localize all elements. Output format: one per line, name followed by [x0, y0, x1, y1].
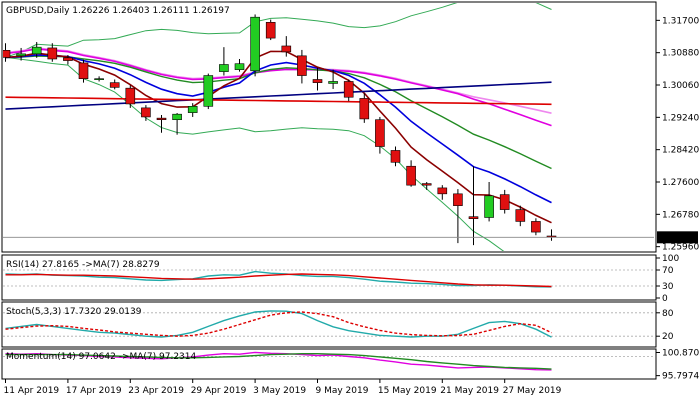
series-line: [5, 311, 552, 337]
candle-body: [359, 98, 370, 120]
candle-body: [437, 187, 448, 195]
candle-body: [515, 209, 526, 222]
candle-body: [3, 50, 11, 58]
current-price-badge: [657, 231, 698, 244]
stochastic-axis: 80 20: [656, 309, 674, 342]
candle-body: [156, 117, 167, 121]
axis-tick-label: 20: [662, 332, 674, 342]
axis-tick-label: 0: [662, 294, 668, 304]
time-tick-label: 27 May 2019: [503, 386, 562, 396]
series-line: [5, 310, 552, 338]
momentum-lines: [3, 351, 654, 371]
candle-body: [187, 106, 198, 113]
momentum-pane-frame: [1, 348, 657, 380]
axis-tick-label: 100: [662, 254, 679, 264]
series-line: [5, 351, 552, 371]
series-line: [5, 273, 552, 288]
time-tick-label: 11 Apr 2019: [4, 386, 60, 396]
momentum-pane-title: Momentum(14) 97.0642 ->MA(7) 97.2314: [6, 352, 197, 362]
stochastic-lines: [3, 310, 654, 338]
candle-body: [234, 63, 245, 70]
price-tick-label: 1.29240: [662, 113, 699, 123]
time-tick-label: 23 Apr 2019: [128, 386, 184, 396]
candle-body: [297, 55, 307, 76]
time-tick-label: 21 May 2019: [440, 386, 499, 396]
candle-body: [219, 64, 229, 72]
candle-body: [406, 165, 416, 186]
rsi-lines: [3, 269, 654, 288]
candle-body: [531, 221, 541, 233]
axis-tick-label: 100.8705: [662, 349, 700, 359]
candle-body: [141, 107, 151, 118]
rsi-pane-frame: [1, 254, 657, 301]
ma-dark-red-line: [5, 50, 552, 224]
price-tick-label: 1.27600: [662, 178, 699, 188]
main-pane-frame: [1, 1, 657, 253]
price-tick-label: 1.26780: [662, 210, 699, 220]
time-tick-label: 15 May 2019: [378, 386, 437, 396]
price-tick-label: 1.30060: [662, 81, 699, 91]
price-tick-label: 1.30880: [662, 49, 699, 59]
axis-tick-label: 95.7974: [662, 372, 699, 382]
candle-body: [484, 195, 494, 218]
bollinger-upper-line: [5, 3, 552, 58]
candle-body: [421, 183, 432, 186]
momentum-axis: 100.8705 95.7974: [656, 349, 700, 382]
stoch-pane-title: Stoch(5,3,3) 17.7320 29.0139: [6, 307, 142, 317]
candle-body: [468, 216, 479, 219]
candle-body: [94, 78, 104, 81]
candle-body: [16, 53, 26, 57]
series-line: [5, 270, 552, 288]
price-axis: 1.31700 1.30880 1.30060 1.29240 1.28420 1.276…: [3, 16, 699, 253]
series-line: [5, 353, 552, 370]
candle-body: [281, 45, 292, 53]
ma-blue-line: [5, 54, 552, 204]
candle-body: [328, 81, 338, 84]
ma-navy-line: [5, 81, 552, 110]
axis-tick-label: 80: [662, 309, 674, 319]
axis-tick-label: 30: [662, 282, 674, 292]
ma-green-line: [5, 55, 552, 170]
time-tick-label: 29 Apr 2019: [191, 386, 247, 396]
candle-body: [47, 47, 58, 60]
candle-body: [499, 194, 510, 210]
time-tick-label: 17 Apr 2019: [66, 386, 122, 396]
price-tick-label: 1.31700: [662, 16, 699, 26]
candle-body: [172, 113, 182, 121]
candle-body: [390, 150, 401, 163]
ma-magenta-line: [5, 48, 552, 127]
current-price-label: 1.26197: [660, 234, 697, 244]
rsi-pane-title: RSI(14) 27.8165 ->MA(7) 28.8279: [6, 260, 160, 270]
candle-body: [250, 16, 260, 72]
bollinger-lower-line: [5, 56, 505, 251]
stoch-pane-frame: [1, 301, 657, 348]
candle-body: [343, 81, 354, 98]
candle-body: [78, 62, 89, 80]
time-axis: 11 Apr 2019 17 Apr 2019 23 Apr 2019 29 Apr …: [4, 379, 562, 396]
ma-red-line: [5, 96, 552, 106]
main-pane-title: GBPUSD,Daily 1.26226 1.26403 1.26111 1.2…: [6, 6, 230, 16]
candle-body: [312, 79, 323, 83]
price-tick-label: 1.25960: [662, 243, 699, 253]
candle-body: [203, 75, 214, 107]
candle-body: [375, 119, 385, 147]
candle-body: [453, 193, 463, 206]
candle-body: [109, 82, 120, 88]
moving-average-lines: [5, 3, 552, 251]
axis-tick-label: 70: [662, 266, 674, 276]
candle-body: [31, 46, 42, 55]
time-tick-label: 3 May 2019: [253, 386, 306, 396]
candlestick-series: [3, 14, 557, 246]
rsi-axis: 100 70 30 0: [656, 254, 679, 304]
candle-body: [265, 22, 276, 39]
candle-body: [125, 87, 136, 105]
candle-body: [63, 57, 73, 61]
price-tick-label: 1.28420: [662, 146, 699, 156]
time-tick-label: 9 May 2019: [316, 386, 369, 396]
